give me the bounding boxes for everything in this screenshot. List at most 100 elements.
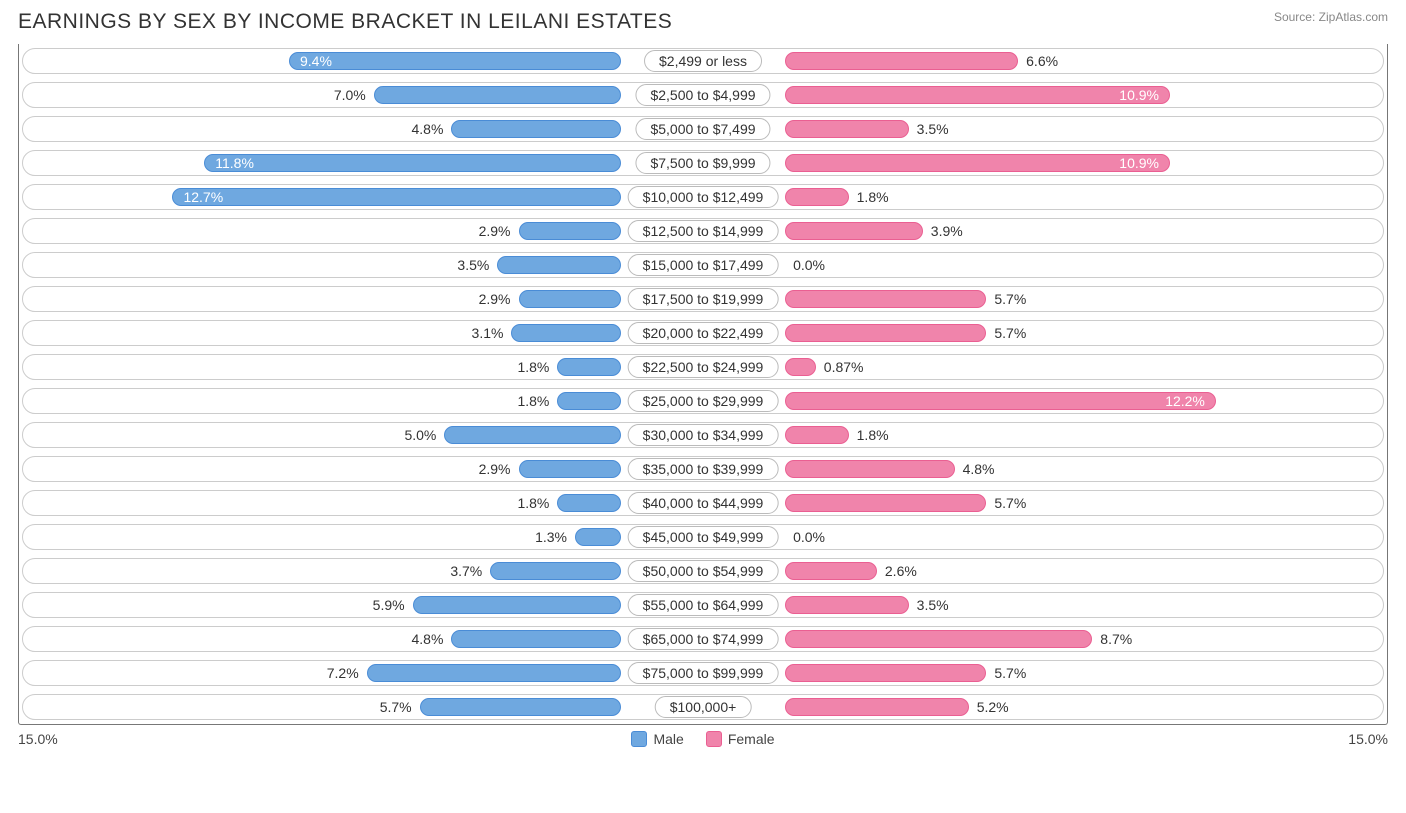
female-bar (785, 630, 1092, 648)
female-half: 10.9% (703, 78, 1387, 112)
female-value: 4.8% (963, 461, 995, 477)
female-swatch-icon (706, 731, 722, 747)
female-value: 3.5% (917, 121, 949, 137)
male-value: 4.8% (412, 121, 444, 137)
male-bar: 12.7% (172, 188, 620, 206)
female-value: 6.6% (1026, 53, 1058, 69)
male-bar (413, 596, 621, 614)
male-value: 2.9% (479, 461, 511, 477)
chart-row: 3.5% 0.0% $15,000 to $17,499 (19, 248, 1387, 282)
male-value: 5.0% (404, 427, 436, 443)
category-label: $12,500 to $14,999 (628, 220, 779, 242)
female-half: 4.8% (703, 452, 1387, 486)
female-bar (785, 358, 816, 376)
female-half: 5.7% (703, 486, 1387, 520)
female-value: 0.0% (793, 529, 825, 545)
female-bar (785, 426, 849, 444)
female-value: 5.7% (994, 291, 1026, 307)
male-bar (519, 460, 621, 478)
female-half: 1.8% (703, 180, 1387, 214)
male-half: 12.7% (19, 180, 703, 214)
male-value: 1.8% (517, 495, 549, 511)
male-half: 11.8% (19, 146, 703, 180)
category-label: $35,000 to $39,999 (628, 458, 779, 480)
female-half: 0.0% (703, 248, 1387, 282)
male-value: 1.8% (517, 393, 549, 409)
male-half: 1.3% (19, 520, 703, 554)
female-bar (785, 324, 986, 342)
male-bar: 11.8% (204, 154, 621, 172)
male-value: 3.5% (457, 257, 489, 273)
category-label: $2,500 to $4,999 (635, 84, 770, 106)
chart-row: 1.3%0.0%$45,000 to $49,999 (19, 520, 1387, 554)
female-value: 1.8% (857, 427, 889, 443)
male-bar (367, 664, 621, 682)
chart-area: 9.4%6.6%$2,499 or less7.0%10.9%$2,500 to… (18, 44, 1388, 725)
source-attribution: Source: ZipAtlas.com (1274, 10, 1388, 24)
male-bar (557, 494, 621, 512)
female-half: 0.0% (703, 520, 1387, 554)
female-bar (785, 664, 986, 682)
male-value: 5.7% (380, 699, 412, 715)
male-bar (575, 528, 621, 546)
female-half: 12.2% (703, 384, 1387, 418)
chart-row: 7.2% 5.7% $75,000 to $99,999 (19, 656, 1387, 690)
female-value: 0.0% (793, 257, 825, 273)
category-label: $22,500 to $24,999 (628, 356, 779, 378)
category-label: $75,000 to $99,999 (628, 662, 779, 684)
female-value: 5.7% (994, 495, 1026, 511)
category-label: $100,000+ (655, 696, 752, 718)
male-value: 2.9% (479, 223, 511, 239)
legend: Male Female (631, 731, 774, 747)
chart-row: 11.8% 10.9% $7,500 to $9,999 (19, 146, 1387, 180)
female-half: 1.8% (703, 418, 1387, 452)
female-bar (785, 52, 1018, 70)
male-half: 2.9% (19, 214, 703, 248)
male-half: 3.5% (19, 248, 703, 282)
male-bar (511, 324, 620, 342)
chart-title: EARNINGS BY SEX BY INCOME BRACKET IN LEI… (18, 10, 672, 34)
chart-row: 12.7%1.8%$10,000 to $12,499 (19, 180, 1387, 214)
chart-row: 5.7%5.2%$100,000+ (19, 690, 1387, 724)
male-half: 1.8% (19, 384, 703, 418)
female-value: 5.7% (994, 665, 1026, 681)
chart-row: 2.9% 5.7% $17,500 to $19,999 (19, 282, 1387, 316)
category-label: $15,000 to $17,499 (628, 254, 779, 276)
male-half: 5.7% (19, 690, 703, 724)
category-label: $7,500 to $9,999 (635, 152, 770, 174)
male-value: 12.7% (173, 189, 233, 205)
female-bar (785, 188, 849, 206)
male-half: 3.7% (19, 554, 703, 588)
male-bar (519, 290, 621, 308)
female-value: 1.8% (857, 189, 889, 205)
female-half: 3.9% (703, 214, 1387, 248)
chart-row: 1.8%12.2%$25,000 to $29,999 (19, 384, 1387, 418)
male-half: 2.9% (19, 282, 703, 316)
female-half: 5.7% (703, 656, 1387, 690)
male-value: 7.2% (327, 665, 359, 681)
male-half: 7.2% (19, 656, 703, 690)
female-half: 2.6% (703, 554, 1387, 588)
female-value: 2.6% (885, 563, 917, 579)
female-half: 3.5% (703, 588, 1387, 622)
category-label: $17,500 to $19,999 (628, 288, 779, 310)
chart-row: 3.1%5.7%$20,000 to $22,499 (19, 316, 1387, 350)
chart-row: 3.7% 2.6% $50,000 to $54,999 (19, 554, 1387, 588)
category-label: $55,000 to $64,999 (628, 594, 779, 616)
category-label: $50,000 to $54,999 (628, 560, 779, 582)
male-value: 7.0% (334, 87, 366, 103)
female-bar (785, 460, 955, 478)
chart-row: 5.0%1.8%$30,000 to $34,999 (19, 418, 1387, 452)
female-half: 3.5% (703, 112, 1387, 146)
male-bar (420, 698, 621, 716)
female-bar: 10.9% (785, 154, 1170, 172)
male-bar: 9.4% (289, 52, 621, 70)
chart-row: 5.9%3.5%$55,000 to $64,999 (19, 588, 1387, 622)
male-bar (490, 562, 621, 580)
category-label: $2,499 or less (644, 50, 762, 72)
female-bar (785, 562, 877, 580)
chart-row: 4.8% 3.5% $5,000 to $7,499 (19, 112, 1387, 146)
female-bar (785, 120, 909, 138)
category-label: $5,000 to $7,499 (635, 118, 770, 140)
female-value: 5.7% (994, 325, 1026, 341)
